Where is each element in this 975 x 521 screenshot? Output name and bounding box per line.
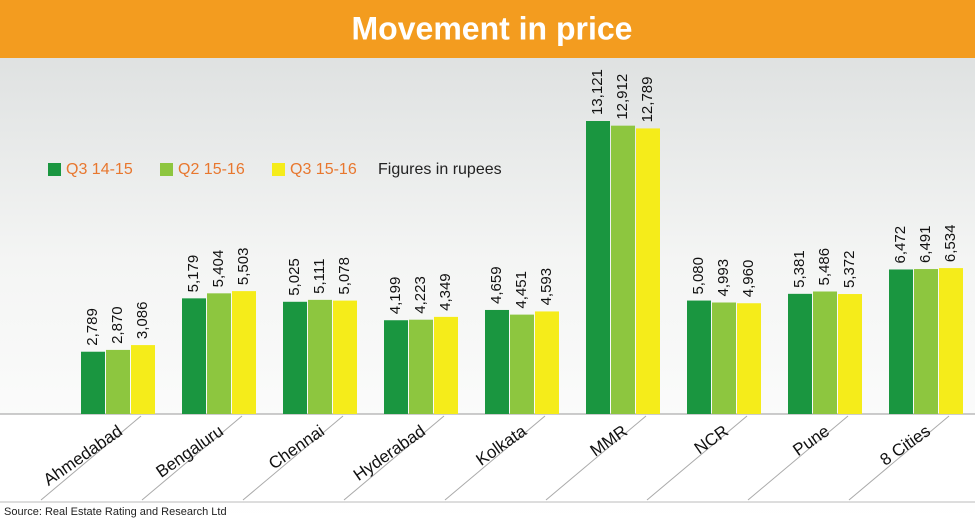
value-label: 4,659 <box>488 266 505 304</box>
value-label: 4,223 <box>412 276 429 314</box>
title-bar <box>0 0 975 58</box>
bar <box>182 298 206 414</box>
value-label: 5,404 <box>210 250 227 288</box>
value-label: 6,491 <box>917 226 934 264</box>
separator <box>444 415 546 501</box>
chart-title: Movement in price <box>352 10 633 46</box>
legend-label: Q3 14-15 <box>66 161 133 178</box>
bar <box>283 301 307 414</box>
bar <box>939 268 963 414</box>
separator <box>545 415 647 501</box>
bar <box>813 291 837 414</box>
value-label: 4,960 <box>740 260 757 298</box>
bar <box>207 293 231 414</box>
bar <box>333 300 357 414</box>
source: Source: Real Estate Rating and Research … <box>4 506 227 518</box>
legend-swatch <box>272 163 285 176</box>
bar <box>232 291 256 414</box>
bar <box>106 349 130 414</box>
bar <box>586 121 610 414</box>
legend-swatch <box>160 163 173 176</box>
bar <box>434 316 458 414</box>
value-label: 4,451 <box>513 271 530 309</box>
value-label: 4,349 <box>437 273 454 311</box>
value-label: 6,534 <box>942 225 959 263</box>
legend-swatch <box>48 163 61 176</box>
bar <box>838 294 862 414</box>
legend-label: Q3 15-16 <box>290 161 357 178</box>
value-label: 5,078 <box>336 257 353 295</box>
value-label: 5,372 <box>841 250 858 288</box>
bar <box>611 125 635 414</box>
bar <box>485 309 509 414</box>
value-label: 2,870 <box>109 306 126 344</box>
bar <box>131 345 155 414</box>
value-label: 5,503 <box>235 248 252 286</box>
value-label: 2,789 <box>84 308 101 346</box>
value-label: 6,472 <box>892 226 909 264</box>
separator <box>646 415 748 501</box>
bar <box>308 299 332 414</box>
label-strip <box>0 414 975 502</box>
value-label: 5,486 <box>816 248 833 286</box>
separator <box>40 415 142 501</box>
value-label: 5,381 <box>791 250 808 288</box>
value-label: 4,593 <box>538 268 555 306</box>
bar <box>687 300 711 414</box>
bar <box>535 311 559 414</box>
separator <box>242 415 344 501</box>
separator <box>343 415 445 501</box>
value-label: 13,121 <box>589 69 606 115</box>
bar <box>636 128 660 414</box>
bar <box>384 320 408 414</box>
separator <box>848 415 950 501</box>
bar <box>737 303 761 414</box>
value-label: 3,086 <box>134 302 151 340</box>
bar <box>889 269 913 414</box>
legend-label: Q2 15-16 <box>178 161 245 178</box>
value-label: 4,993 <box>715 259 732 297</box>
separator <box>747 415 849 501</box>
value-label: 12,912 <box>614 74 631 120</box>
bar <box>510 314 534 414</box>
value-label: 5,080 <box>690 257 707 295</box>
value-label: 12,789 <box>639 77 656 123</box>
bar <box>712 302 736 414</box>
value-label: 5,025 <box>286 258 303 296</box>
bar <box>81 351 105 414</box>
separator <box>141 415 243 501</box>
value-label: 5,179 <box>185 255 202 293</box>
annotation: Figures in rupees <box>378 161 502 178</box>
bar <box>914 269 938 414</box>
value-label: 5,111 <box>311 259 328 294</box>
bar <box>409 319 433 414</box>
bar <box>788 293 812 414</box>
value-label: 4,199 <box>387 277 404 315</box>
